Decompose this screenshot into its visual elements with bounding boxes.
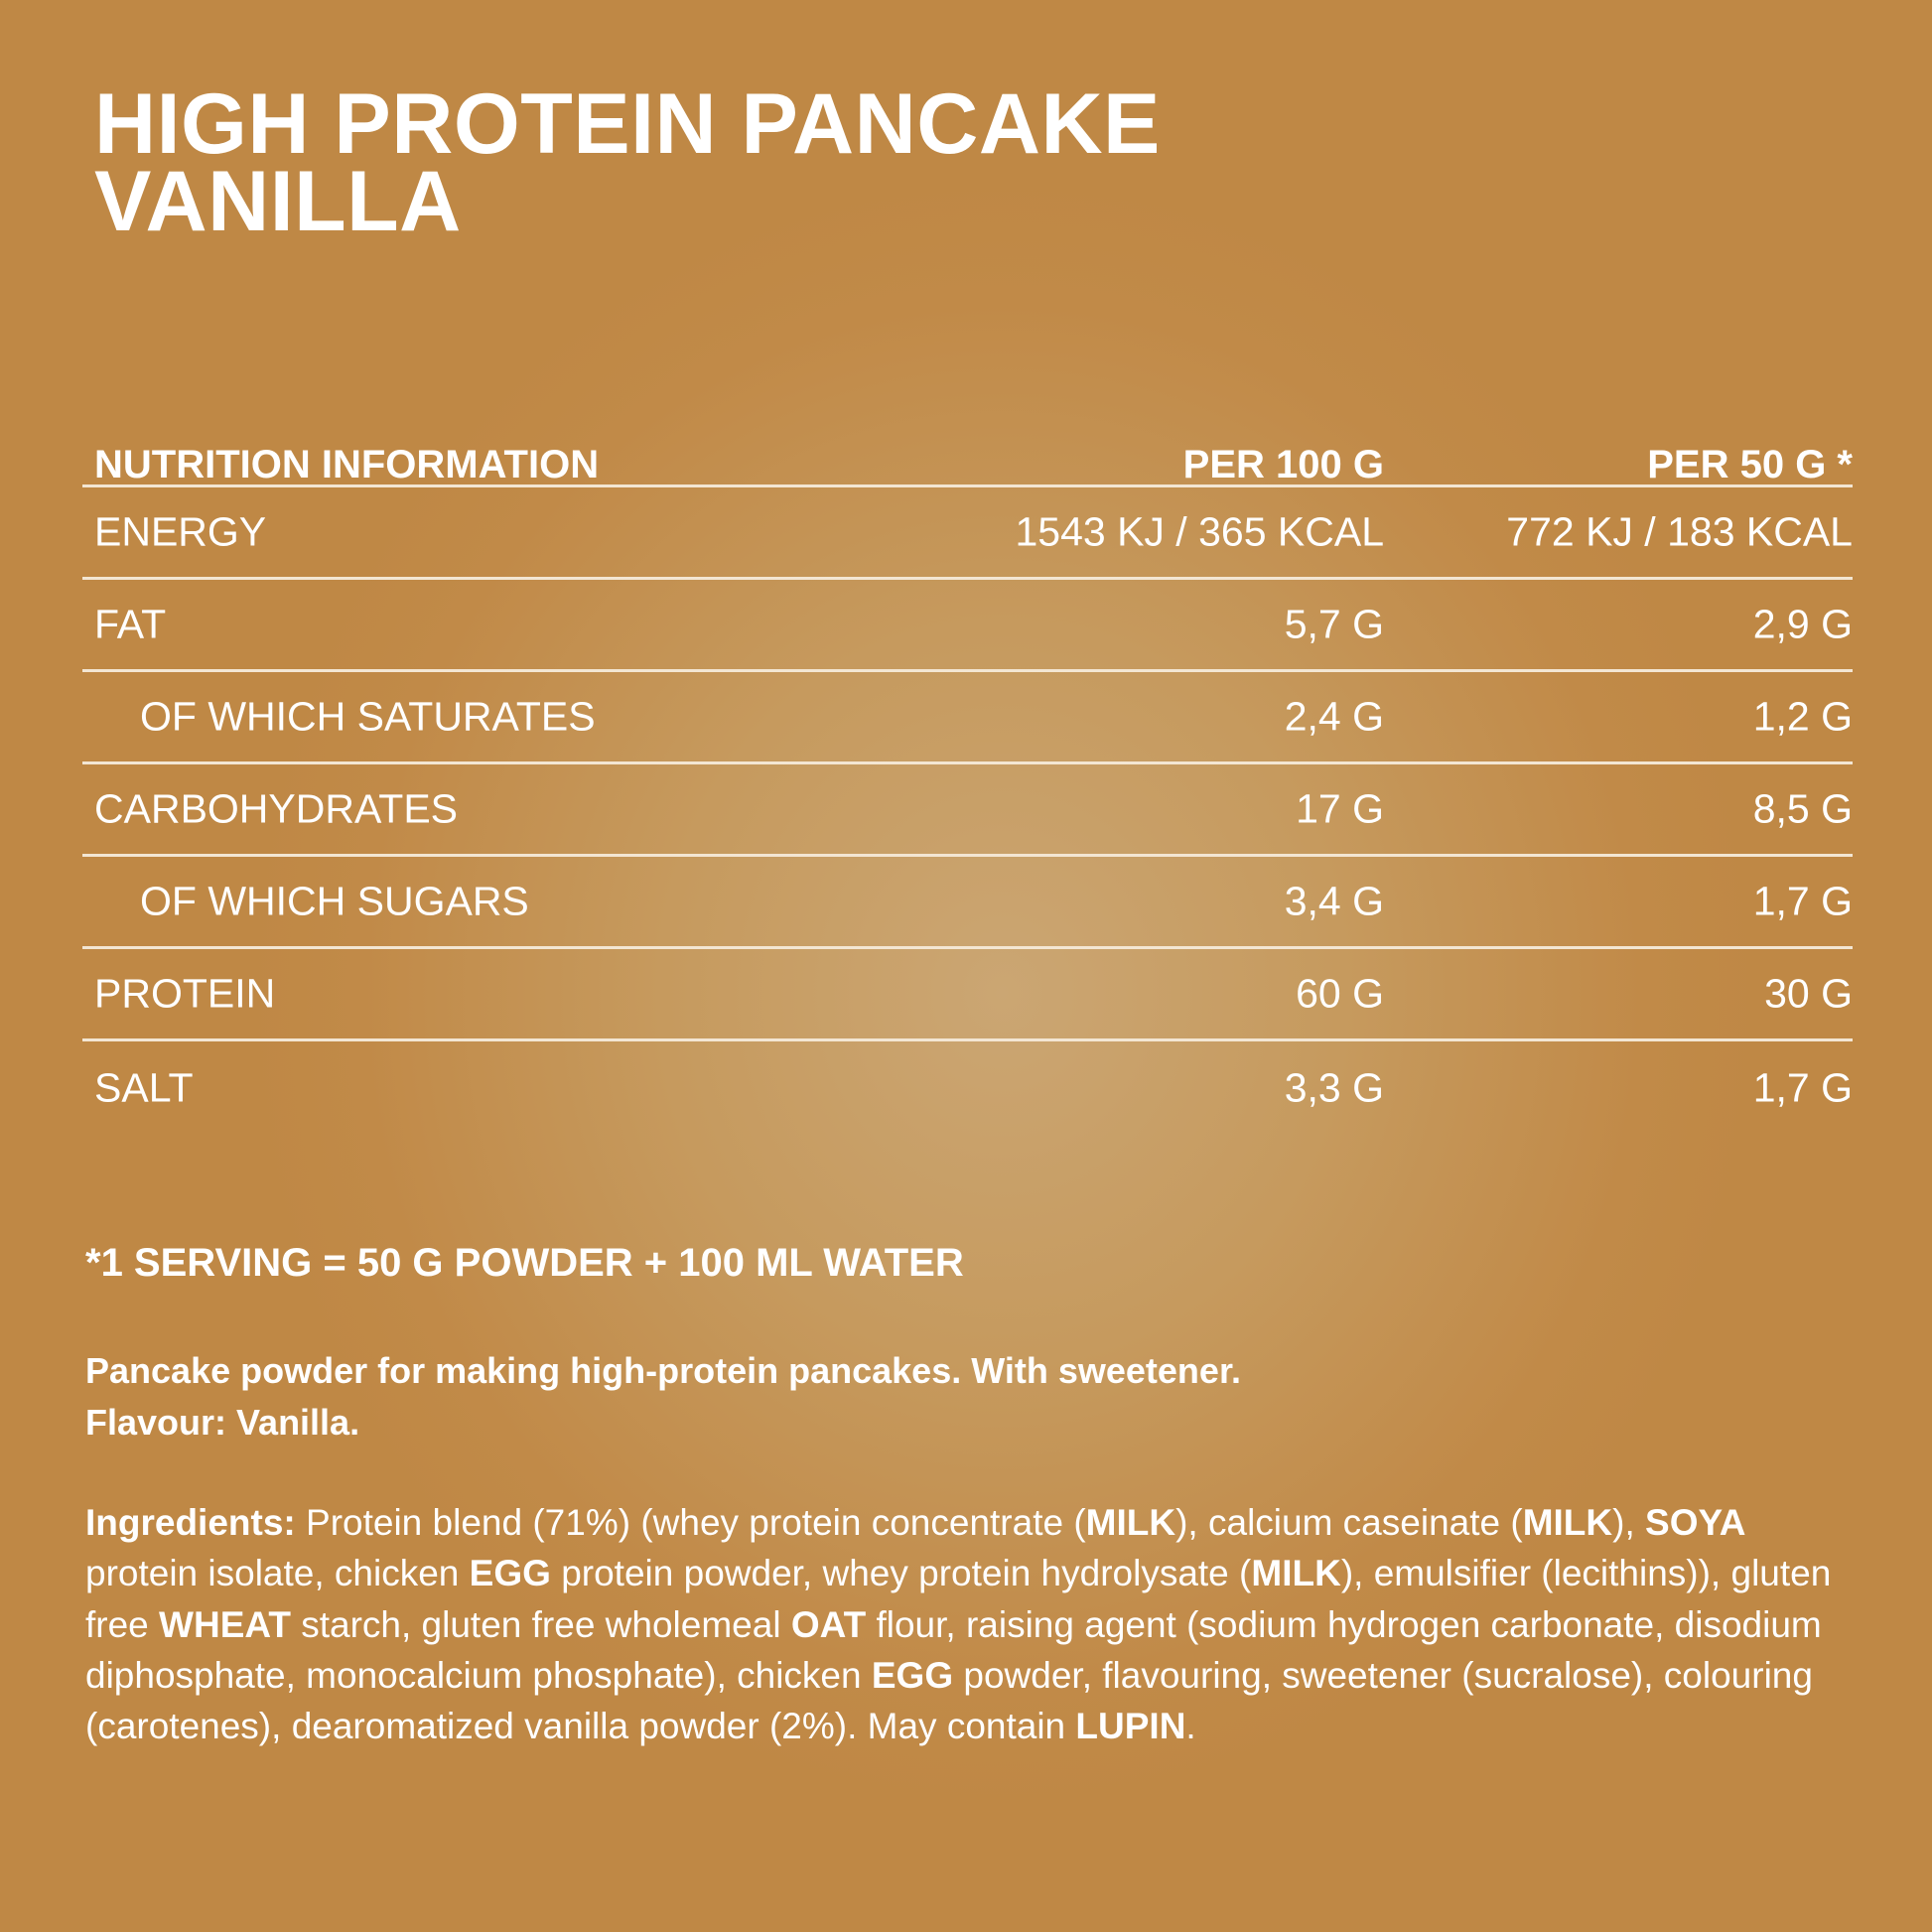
allergen: MILK [1251,1553,1341,1594]
allergen: MILK [1522,1502,1613,1543]
value-per-100g: 3,3 G [1284,1064,1384,1110]
header-nutrition-information: NUTRITION INFORMATION [94,443,600,486]
nutrient-label: FAT [94,601,167,647]
ingredient-text: Protein blend (71%) (whey protein concen… [295,1502,1086,1543]
allergen: EGG [871,1654,954,1696]
header-per-100g: PER 100 G [1182,443,1384,486]
nutrient-label: ENERGY [94,508,267,555]
ingredient-text: protein isolate, chicken [85,1553,470,1594]
nutrition-row: ENERGY 1543 KJ / 365 KCAL 772 KJ / 183 KCA… [82,487,1853,580]
nutrition-header-row: NUTRITION INFORMATION PER 100 G PER 50 G… [82,417,1853,487]
ingredient-text: ), calcium caseinate ( [1175,1502,1523,1543]
nutrition-row: FAT 5,7 G 2,9 G [82,580,1853,672]
nutrient-label: CARBOHYDRATES [94,785,459,832]
value-per-100g: 2,4 G [1284,693,1384,740]
nutrition-row: SALT 3,3 G 1,7 G [82,1041,1853,1134]
value-per-100g: 17 G [1296,785,1384,832]
nutrient-label: OF WHICH SATURATES [140,693,596,740]
title-line-2: VANILLA [94,154,462,249]
title-line-1: HIGH PROTEIN PANCAKE [94,76,1161,172]
value-per-50g: 1,7 G [1752,878,1853,924]
value-per-100g: 5,7 G [1284,601,1384,647]
value-per-100g: 3,4 G [1284,878,1384,924]
nutrient-label: OF WHICH SUGARS [140,878,529,924]
nutrition-row: OF WHICH SATURATES 2,4 G 1,2 G [82,672,1853,764]
allergen: EGG [469,1553,551,1594]
ingredient-text: ), [1612,1502,1646,1543]
value-per-50g: 772 KJ / 183 KCAL [1506,508,1853,555]
ingredient-text: protein powder, whey protein hydrolysate… [550,1553,1252,1594]
ingredient-text: ), emulsifier (lecithins)), gluten free [85,1553,1832,1645]
nutrition-row: PROTEIN 60 G 30 G [82,949,1853,1041]
value-per-50g: 30 G [1764,970,1853,1017]
value-per-50g: 1,7 G [1752,1064,1853,1110]
value-per-50g: 8,5 G [1752,785,1853,832]
ingredient-text: starch, gluten free wholemeal [290,1603,791,1645]
nutrition-row: CARBOHYDRATES 17 G 8,5 G [82,764,1853,857]
nutrient-label: PROTEIN [94,970,276,1017]
value-per-100g: 60 G [1296,970,1384,1017]
allergen: LUPIN [1075,1706,1186,1747]
ingredients-label: Ingredients: [85,1502,296,1543]
product-description: Pancake powder for making high-protein p… [85,1345,1241,1449]
allergen: MILK [1085,1502,1176,1543]
nutrient-label: SALT [94,1064,194,1110]
allergen: OAT [790,1603,867,1645]
ingredients-text: Ingredients: Protein blend (71%) (whey p… [85,1497,1863,1751]
ingredients-list: Protein blend (71%) (whey protein concen… [85,1502,1831,1746]
header-per-50g: PER 50 G * [1647,443,1853,486]
description-line-2: Flavour: Vanilla. [85,1402,360,1443]
description-line-1: Pancake powder for making high-protein p… [85,1350,1241,1391]
ingredient-text: powder, flavouring, sweetener (sucralose… [85,1654,1813,1747]
value-per-100g: 1543 KJ / 365 KCAL [1015,508,1384,555]
allergen: WHEAT [159,1603,291,1645]
allergen: SOYA [1645,1502,1746,1543]
product-title: HIGH PROTEIN PANCAKE VANILLA [94,81,1161,244]
value-per-50g: 2,9 G [1752,601,1853,647]
serving-note: *1 SERVING = 50 G POWDER + 100 ML WATER [85,1241,964,1285]
ingredient-text: . [1185,1706,1196,1747]
ingredient-text: flour, raising agent (sodium hydrogen ca… [85,1603,1822,1696]
value-per-50g: 1,2 G [1752,693,1853,740]
nutrition-table: NUTRITION INFORMATION PER 100 G PER 50 G… [82,417,1853,1134]
nutrition-row: OF WHICH SUGARS 3,4 G 1,7 G [82,857,1853,949]
